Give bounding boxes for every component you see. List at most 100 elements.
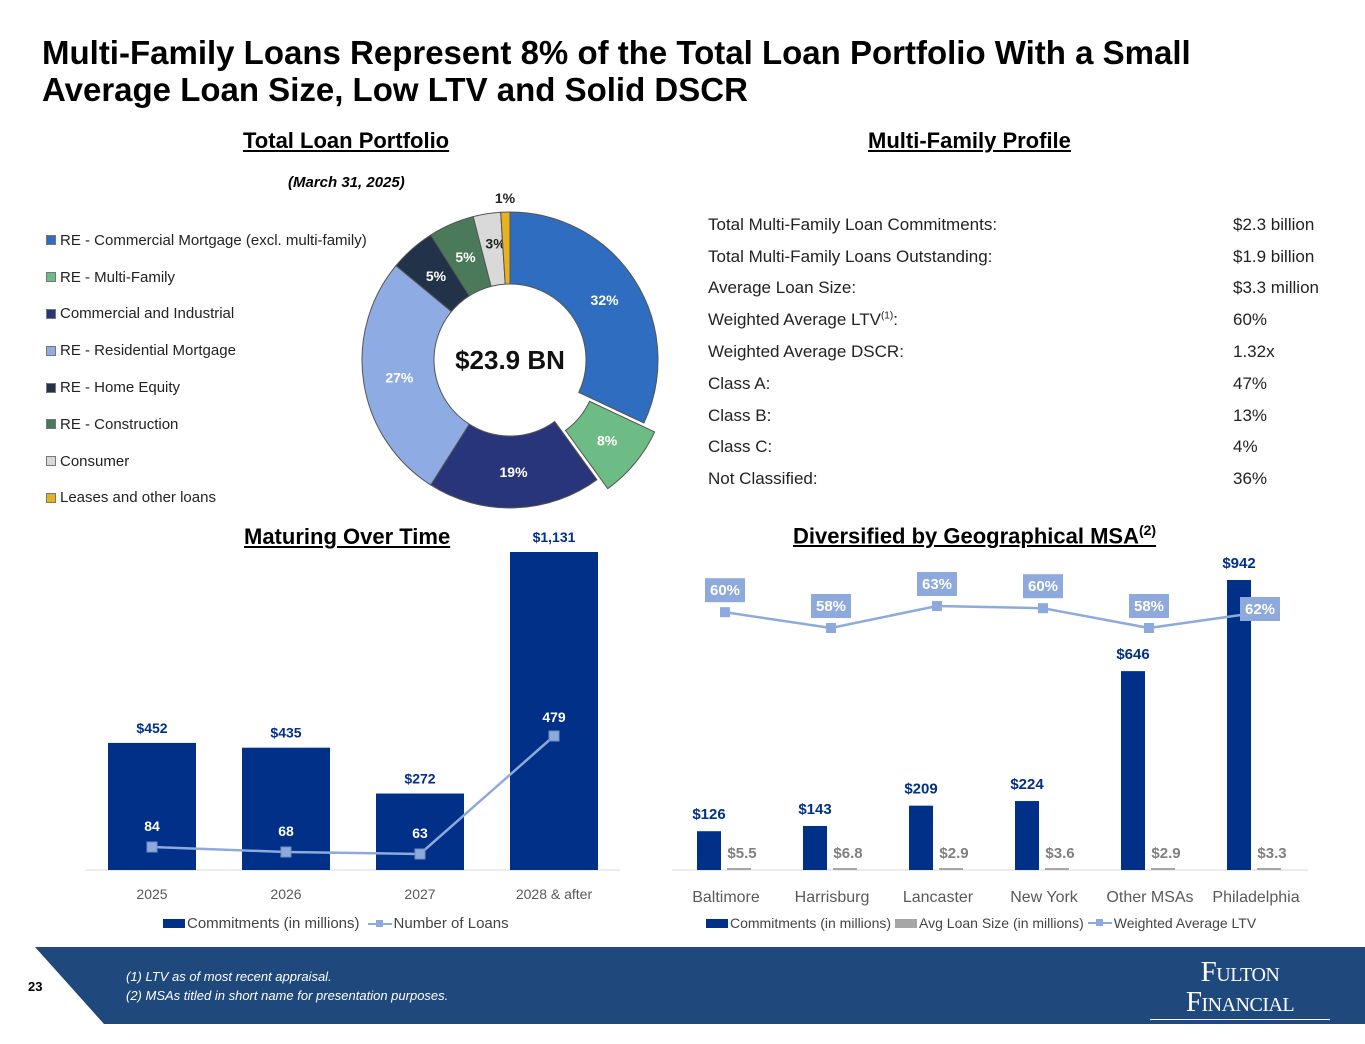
profile-row: Weighted Average DSCR: 1.32x <box>708 336 1348 368</box>
profile-row: Class C: 4% <box>708 432 1348 464</box>
legend-item: RE - Home Equity <box>46 369 367 406</box>
msa-title: Diversified by Geographical MSA(2) <box>793 522 1156 549</box>
profile-label: Total Multi-Family Loans Outstanding: <box>708 246 993 266</box>
legend-item: RE - Residential Mortgage <box>46 332 367 369</box>
legend-item: RE - Commercial Mortgage (excl. multi-fa… <box>46 222 367 259</box>
bar-value-label: $942 <box>1222 555 1255 572</box>
bar <box>510 552 598 870</box>
legend-swatch <box>46 235 56 246</box>
profile-value: 1.32x <box>1233 342 1275 362</box>
donut-legend: RE - Commercial Mortgage (excl. multi-fa… <box>46 222 367 516</box>
profile-label: Weighted Average DSCR: <box>708 342 904 362</box>
donut-slice-label: 3% <box>485 235 506 251</box>
bar-value-label: $452 <box>136 720 167 736</box>
ltv-label-box <box>917 572 957 596</box>
loans-marker <box>414 848 426 860</box>
donut-slice <box>430 420 598 509</box>
grey-bar <box>1045 868 1069 870</box>
legend-swatch <box>46 345 56 356</box>
x-tick-label: Philadelphia <box>1212 889 1299 906</box>
legend-swatch <box>46 419 56 430</box>
x-tick-label: Harrisburg <box>795 889 870 906</box>
legend-item-commitments: Commitments (in millions) <box>706 915 891 931</box>
bar-value-label: $209 <box>904 781 937 798</box>
profile-value: $1.9 billion <box>1233 246 1315 266</box>
ltv-label-box <box>1129 594 1169 618</box>
donut-slice-label: 1% <box>495 190 516 206</box>
profile-label: Average Loan Size: <box>708 278 857 298</box>
profile-value: 36% <box>1233 469 1268 489</box>
donut-slice-label: 19% <box>500 464 529 480</box>
donut-slice-label: 27% <box>385 370 414 386</box>
footnote-1: (1) LTV as of most recent appraisal. <box>126 969 332 984</box>
legend-swatch <box>46 308 56 319</box>
profile-value: 4% <box>1233 437 1258 457</box>
x-tick-label: Other MSAs <box>1106 889 1193 906</box>
portfolio-title: Total Loan Portfolio <box>243 128 450 153</box>
msa-title-text: Diversified by Geographical MSA <box>793 523 1139 549</box>
ltv-value-label: 63% <box>922 576 952 593</box>
donut-slice-label: 8% <box>597 432 618 448</box>
legend-item: RE - Construction <box>46 406 367 443</box>
ltv-marker <box>1144 623 1154 633</box>
multifamily-profile-table: Total Multi-Family Loan Commitments: $2.3… <box>708 209 1348 495</box>
profile-row: Average Loan Size: $3.3 million <box>708 273 1348 305</box>
ltv-marker <box>720 607 730 618</box>
page-title: Multi-Family Loans Represent 8% of the T… <box>42 34 1191 108</box>
profile-label: Class C: <box>708 437 773 457</box>
msa-legend: Commitments (in millions) Avg Loan Size … <box>706 915 1264 931</box>
footnote-2: (2) MSAs titled in short name for presen… <box>126 988 449 1003</box>
donut-slice-label: 5% <box>455 249 476 265</box>
x-tick-label: New York <box>1010 889 1079 906</box>
x-tick-label: 2026 <box>270 886 301 902</box>
legend-label: Leases and other loans <box>60 489 216 507</box>
loans-line <box>151 735 555 856</box>
ltv-value-label: 60% <box>710 582 740 599</box>
profile-row: Not Classified: 36% <box>708 463 1348 495</box>
bar <box>242 747 330 870</box>
grey-bar-value-label: $3.3 <box>1257 845 1286 862</box>
donut-slice <box>500 211 511 285</box>
grey-bar-value-label: $6.8 <box>833 845 862 862</box>
x-tick-label: 2027 <box>404 886 435 902</box>
loans-value-label: 68 <box>278 823 294 839</box>
legend-label: Commitments (in millions) <box>187 915 360 932</box>
legend-item-loans: Number of Loans <box>367 915 509 932</box>
legend-swatch <box>46 492 56 503</box>
bar <box>1227 580 1251 870</box>
profile-label: Total Multi-Family Loan Commitments: <box>708 214 998 234</box>
grey-bar <box>727 868 751 870</box>
footnotes: (1) LTV as of most recent appraisal. (2)… <box>126 967 448 1005</box>
bar-value-label: $143 <box>798 801 831 818</box>
loans-marker <box>280 846 292 858</box>
legend-item: Leases and other loans <box>46 480 367 517</box>
grey-bar-value-label: $2.9 <box>1151 845 1180 862</box>
donut-slice <box>395 234 470 313</box>
bar-value-label: $646 <box>1116 646 1149 663</box>
profile-row: Total Multi-Family Loans Outstanding: $1.… <box>708 241 1348 273</box>
page-number: 23 <box>28 979 43 994</box>
legend-label: Commitments (in millions) <box>730 915 892 931</box>
legend-label: RE - Residential Mortgage <box>60 342 236 360</box>
legend-swatch <box>706 918 728 928</box>
donut-slice <box>472 211 506 287</box>
legend-label: RE - Multi-Family <box>60 268 175 286</box>
legend-item: Commercial and Industrial <box>46 296 367 333</box>
legend-label: Commercial and Industrial <box>60 305 235 323</box>
bar <box>909 805 933 870</box>
legend-swatch <box>46 382 56 393</box>
legend-swatch <box>163 919 185 928</box>
maturing-legend: Commitments (in millions) Number of Loan… <box>163 915 517 932</box>
profile-label: Weighted Average LTV(1): <box>708 310 898 330</box>
profile-row: Class B: 13% <box>708 400 1348 432</box>
portfolio-subtitle: (March 31, 2025) <box>288 174 405 191</box>
legend-label: Consumer <box>60 452 130 470</box>
legend-swatch <box>46 456 56 467</box>
legend-item-avg-size: Avg Loan Size (in millions) <box>895 915 1084 931</box>
profile-row: Class A: 47% <box>708 368 1348 400</box>
profile-value: 47% <box>1233 373 1268 393</box>
bar <box>803 825 827 870</box>
bar-value-label: $126 <box>692 806 725 823</box>
ltv-value-label: 58% <box>816 598 846 615</box>
donut-slice <box>564 400 656 490</box>
